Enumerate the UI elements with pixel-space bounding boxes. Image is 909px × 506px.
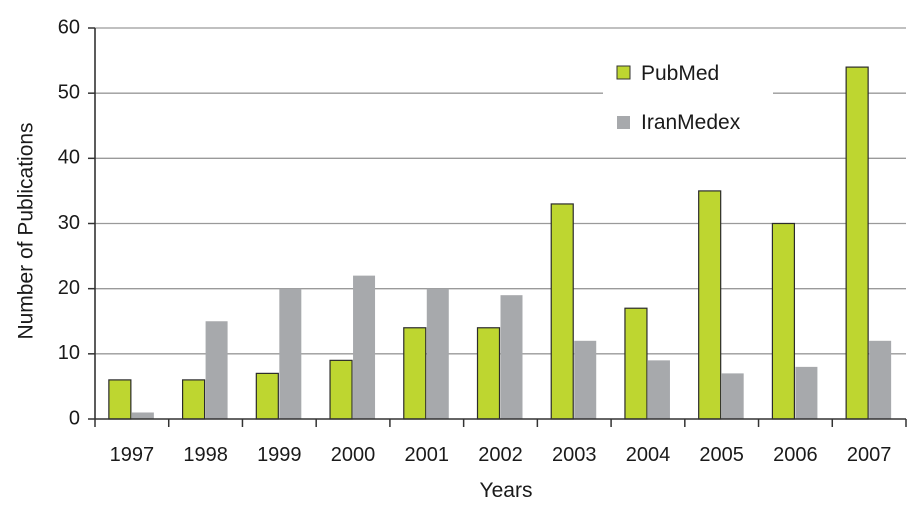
x-tick-label: 2004 xyxy=(626,444,671,466)
legend-background xyxy=(603,52,773,142)
x-tick-label: 1999 xyxy=(257,444,302,466)
bar-pubmed-2005 xyxy=(698,190,722,420)
x-tick-label: 1997 xyxy=(110,444,155,466)
legend-swatch-iranmedex xyxy=(617,116,630,129)
x-tick-label: 2006 xyxy=(773,444,818,466)
bar-pubmed-1999 xyxy=(255,372,279,420)
x-tick-label: 2007 xyxy=(847,444,892,466)
bar-iranmedex-2000 xyxy=(353,275,376,419)
bar-pubmed-1997 xyxy=(108,379,132,420)
x-tick-label: 2003 xyxy=(552,444,597,466)
y-tick-label: 50 xyxy=(58,81,80,103)
gridlines xyxy=(95,27,906,355)
bar-iranmedex-2003 xyxy=(574,340,597,419)
axes xyxy=(88,27,907,427)
y-tick-label: 60 xyxy=(58,16,80,38)
y-tick-label: 40 xyxy=(58,147,80,169)
y-tick-label: 20 xyxy=(58,277,80,299)
bar-iranmedex-2007 xyxy=(869,340,892,419)
legend: PubMed IranMedex xyxy=(603,52,773,142)
x-tick-label: 2000 xyxy=(331,444,376,466)
x-tick-label: 2005 xyxy=(699,444,744,466)
bar-pubmed-2006 xyxy=(771,222,796,420)
legend-swatch-pubmed xyxy=(616,65,631,80)
y-tick-labels: 0 10 20 30 40 50 60 xyxy=(58,16,80,429)
bar-iranmedex-1998 xyxy=(205,321,228,419)
x-tick-label: 2001 xyxy=(405,444,450,466)
legend-label-pubmed: PubMed xyxy=(641,62,719,85)
bar-pubmed-2000 xyxy=(329,359,353,420)
bars xyxy=(108,66,892,420)
x-tick-label: 2002 xyxy=(478,444,523,466)
y-axis-title: Number of Publications xyxy=(15,122,38,339)
bar-iranmedex-1997 xyxy=(131,412,154,419)
bar-pubmed-2007 xyxy=(845,66,869,420)
x-tick-labels: 1997 1998 1999 2000 2001 2002 2003 2004 2005 2006… xyxy=(110,444,892,466)
bar-pubmed-2003 xyxy=(550,203,574,420)
bar-iranmedex-1999 xyxy=(279,288,302,419)
y-tick-label: 30 xyxy=(58,212,80,234)
bar-pubmed-2001 xyxy=(403,327,427,420)
bar-pubmed-2002 xyxy=(476,327,501,420)
y-tick-label: 0 xyxy=(69,407,80,429)
bar-iranmedex-2006 xyxy=(795,366,818,419)
bar-iranmedex-2004 xyxy=(647,360,670,419)
bar-iranmedex-2001 xyxy=(426,288,449,419)
x-tick-label: 1998 xyxy=(183,444,228,466)
bar-iranmedex-2005 xyxy=(721,373,744,419)
legend-label-iranmedex: IranMedex xyxy=(641,111,741,134)
bar-pubmed-2004 xyxy=(624,307,648,420)
bar-iranmedex-2002 xyxy=(500,295,523,419)
bar-pubmed-1998 xyxy=(181,379,206,420)
y-tick-label: 10 xyxy=(58,342,80,364)
x-axis-title: Years xyxy=(480,479,533,502)
